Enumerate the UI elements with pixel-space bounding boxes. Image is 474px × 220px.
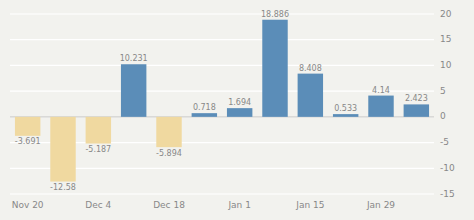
grid-line bbox=[10, 39, 434, 40]
y-tick-label: 5 bbox=[440, 86, 446, 96]
x-tick-label: Jan 15 bbox=[295, 200, 324, 210]
data-label: 4.14 bbox=[372, 86, 390, 95]
x-axis: Nov 20 Dec 4 Dec 18 Jan 1 Jan 15 Jan 29 bbox=[12, 200, 396, 210]
bar bbox=[333, 114, 358, 117]
bar bbox=[86, 117, 111, 144]
data-label: 2.423 bbox=[405, 94, 428, 103]
y-tick-label: 10 bbox=[440, 60, 452, 70]
data-label: 0.718 bbox=[193, 103, 216, 112]
data-label: -3.691 bbox=[15, 137, 41, 146]
grid-line bbox=[10, 193, 434, 194]
y-tick-label: 0 bbox=[440, 111, 446, 121]
grid-line bbox=[10, 13, 434, 14]
data-label: 8.408 bbox=[299, 64, 322, 73]
bar bbox=[121, 64, 146, 117]
data-label: -5.894 bbox=[156, 149, 182, 158]
data-label: -12.58 bbox=[50, 183, 76, 192]
x-tick-label: Nov 20 bbox=[12, 200, 44, 210]
data-label: 1.694 bbox=[228, 98, 251, 107]
grid-line bbox=[10, 65, 434, 66]
y-tick-label: 15 bbox=[440, 34, 451, 44]
y-axis: -15 -10 -5 0 5 10 15 20 bbox=[440, 9, 455, 199]
bar bbox=[192, 113, 217, 117]
data-label: 0.533 bbox=[334, 104, 357, 113]
x-tick-label: Jan 1 bbox=[227, 200, 250, 210]
bar bbox=[262, 20, 287, 117]
y-tick-label: 20 bbox=[440, 9, 452, 19]
y-tick-label: -15 bbox=[440, 189, 455, 199]
bars bbox=[15, 20, 429, 182]
bar bbox=[368, 96, 393, 117]
bar bbox=[15, 117, 40, 136]
y-tick-label: -5 bbox=[440, 137, 449, 147]
grid-line bbox=[10, 91, 434, 92]
chart-container: -15 -10 -5 0 5 10 15 20 Nov 20 Dec 4 Dec 18 Jan 1 Ja… bbox=[0, 0, 474, 220]
bar bbox=[227, 108, 252, 117]
data-label: 10.231 bbox=[120, 54, 148, 63]
bar bbox=[404, 104, 429, 116]
data-labels: -3.691 -12.58 -5.187 10.231 -5.894 0.718 1.694… bbox=[15, 10, 428, 192]
y-tick-label: -10 bbox=[440, 163, 455, 173]
x-tick-label: Dec 18 bbox=[153, 200, 185, 210]
chart: -15 -10 -5 0 5 10 15 20 Nov 20 Dec 4 Dec 18 Jan 1 Ja… bbox=[0, 0, 474, 220]
data-label: -5.187 bbox=[85, 145, 111, 154]
page: {"chart_data": {"type": "bar", "categori… bbox=[0, 0, 474, 220]
x-tick-label: Dec 4 bbox=[85, 200, 111, 210]
bar bbox=[156, 117, 181, 147]
bar bbox=[50, 117, 75, 182]
bar bbox=[298, 74, 323, 117]
data-label: 18.886 bbox=[261, 10, 289, 19]
x-tick-label: Jan 29 bbox=[366, 200, 395, 210]
grid bbox=[10, 14, 434, 194]
